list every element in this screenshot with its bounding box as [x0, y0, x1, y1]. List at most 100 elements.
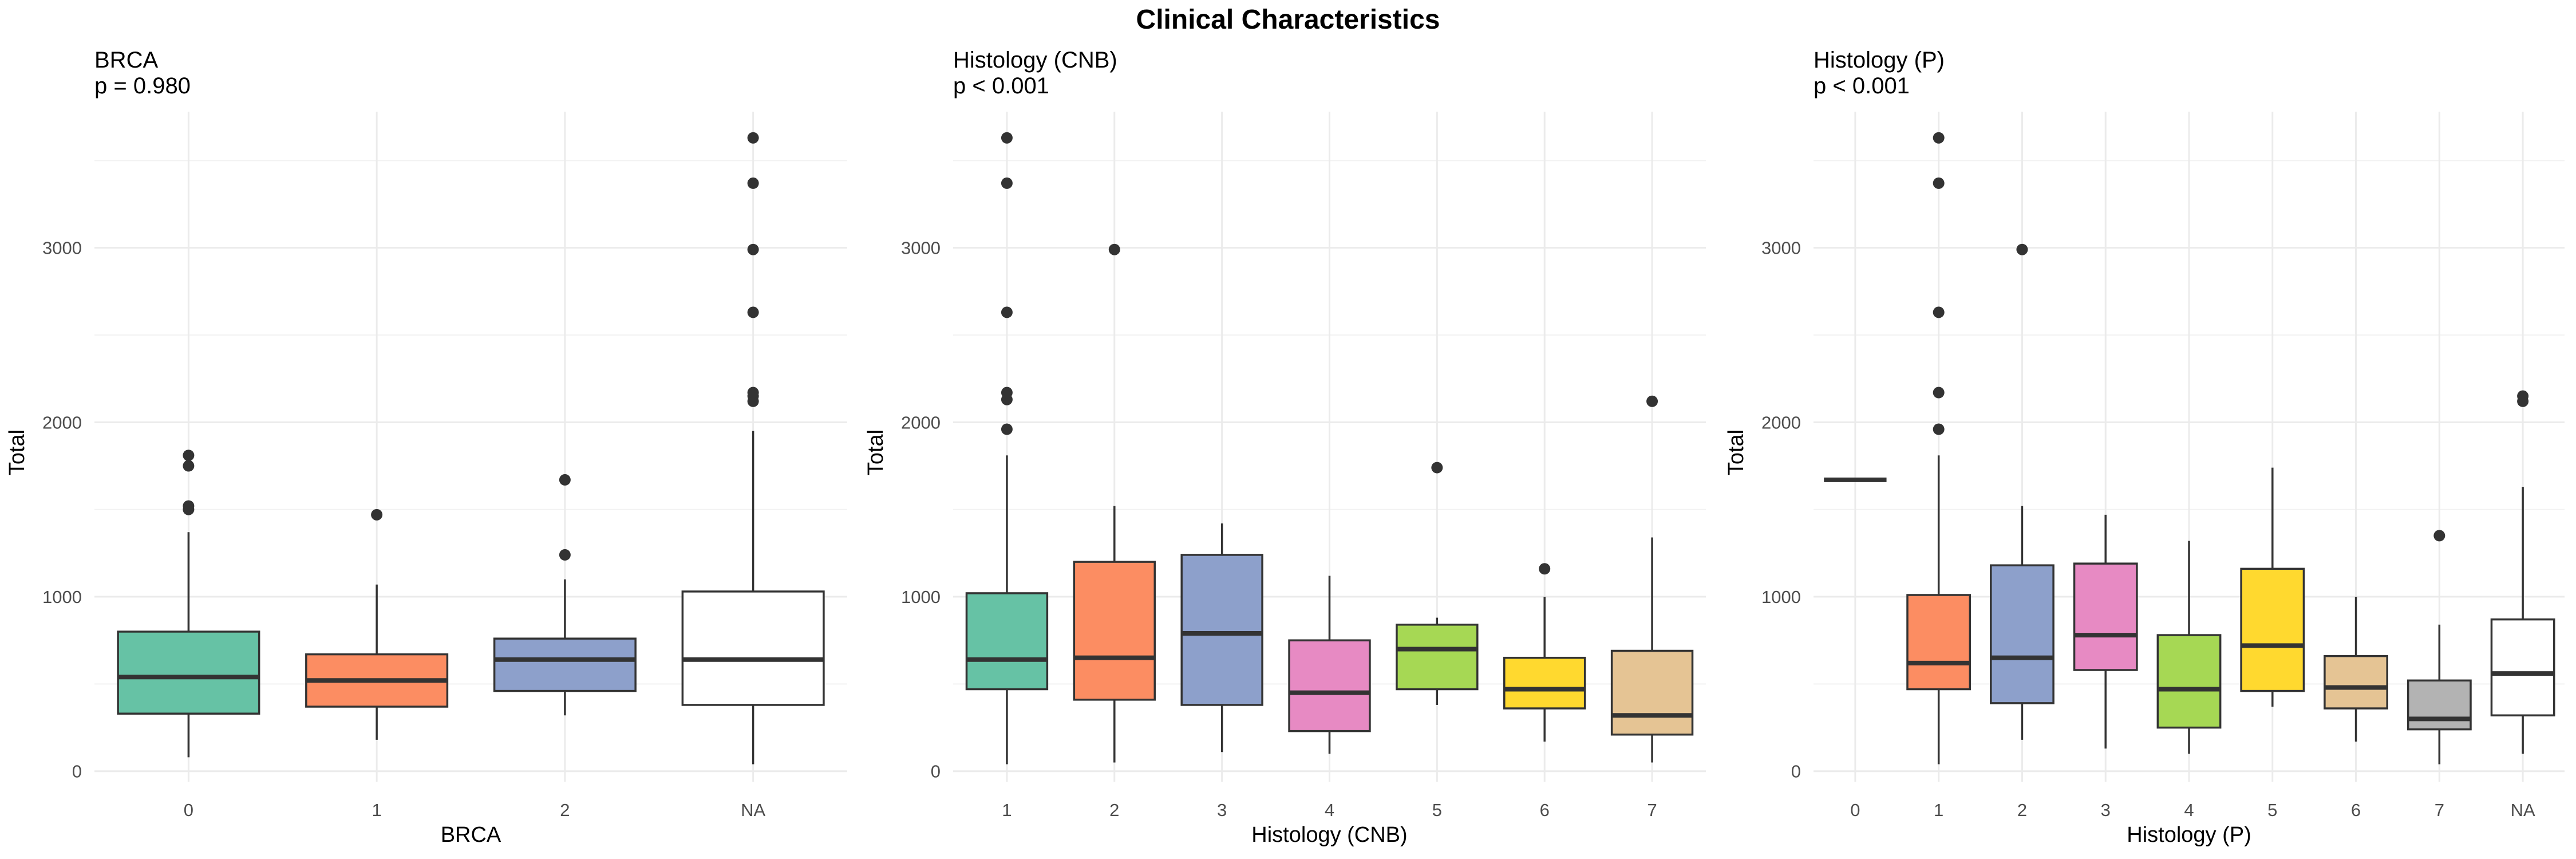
- x-tick-label: 6: [2351, 800, 2361, 820]
- box-body: [1288, 639, 1371, 732]
- box-body: [1073, 561, 1156, 701]
- box-4: [1288, 576, 1371, 754]
- y-tick-label: 3000: [901, 238, 941, 258]
- box-body: [1396, 624, 1479, 691]
- x-tick-label: 0: [1850, 800, 1860, 820]
- panel-subtitle: p < 0.001: [1814, 73, 1910, 98]
- outlier-point: [1001, 132, 1013, 144]
- panel-subtitle: p = 0.980: [94, 73, 191, 98]
- box-1: [965, 132, 1049, 765]
- outlier-point: [559, 549, 571, 561]
- y-tick-label: 2000: [42, 412, 82, 432]
- panel-title: BRCA: [94, 48, 158, 73]
- x-tick-label: 5: [1432, 800, 1442, 820]
- outlier-point: [1933, 177, 1945, 189]
- box-2: [1073, 243, 1156, 763]
- y-tick-label: 1000: [901, 587, 941, 607]
- box-body: [2240, 568, 2305, 692]
- y-axis-title: Total: [864, 430, 888, 475]
- outlier-point: [747, 132, 759, 144]
- outlier-point: [1933, 423, 1945, 435]
- box-body: [2073, 562, 2138, 671]
- x-tick-label: 5: [2267, 800, 2277, 820]
- outlier-point: [747, 306, 759, 318]
- box-body: [493, 637, 637, 692]
- y-tick-label: 2000: [901, 412, 941, 432]
- outlier-point: [747, 177, 759, 189]
- box-body: [2407, 679, 2472, 731]
- box-7: [1610, 395, 1694, 763]
- box-body: [2324, 655, 2388, 710]
- x-tick-label: 2: [560, 800, 570, 820]
- outlier-point: [1431, 462, 1443, 474]
- outlier-point: [747, 243, 759, 255]
- box-1: [305, 509, 449, 740]
- outlier-point: [1933, 306, 1945, 318]
- y-tick-label: 2000: [1761, 412, 1801, 432]
- box-6: [1503, 563, 1586, 742]
- x-axis-title: BRCA: [441, 823, 501, 847]
- outlier-point: [1001, 177, 1013, 189]
- box-body: [2490, 618, 2555, 716]
- box-body: [681, 590, 825, 706]
- panel-2: Histology (CNB)p < 0.001 0 1000 2000 3000 1 2 3…: [864, 48, 1706, 847]
- box-3: [1180, 523, 1263, 752]
- outlier-point: [1933, 387, 1945, 399]
- box-5: [2240, 467, 2305, 707]
- outlier-point: [1646, 395, 1658, 407]
- outlier-point: [183, 460, 195, 472]
- x-tick-label: 1: [1002, 800, 1012, 820]
- y-tick-label: 0: [931, 762, 941, 782]
- box-body: [1990, 564, 2055, 704]
- panel-subtitle: p < 0.001: [953, 73, 1049, 98]
- outlier-point: [1001, 306, 1013, 318]
- y-tick-label: 0: [1791, 762, 1801, 782]
- box-3: [2073, 514, 2138, 749]
- y-axis-title: Total: [5, 430, 29, 475]
- x-tick-label: NA: [2511, 800, 2535, 820]
- panel-title: Histology (CNB): [953, 48, 1117, 73]
- x-tick-label: 4: [2184, 800, 2194, 820]
- x-tick-label: 3: [1217, 800, 1227, 820]
- box-body: [1503, 656, 1586, 710]
- box-body: [2156, 634, 2222, 729]
- box-0: [117, 450, 260, 758]
- box-7: [2407, 530, 2472, 765]
- box-2: [493, 474, 637, 716]
- y-tick-label: 3000: [1761, 238, 1801, 258]
- outlier-point: [2517, 390, 2529, 402]
- box-NA: [681, 132, 825, 765]
- outlier-point: [1539, 563, 1551, 575]
- x-tick-label: 4: [1325, 800, 1334, 820]
- outlier-point: [1001, 387, 1013, 399]
- box-5: [1396, 462, 1479, 705]
- box-NA: [2490, 390, 2555, 754]
- x-tick-label: 3: [2101, 800, 2111, 820]
- box-body: [1180, 554, 1263, 706]
- y-tick-label: 1000: [1761, 587, 1801, 607]
- box-2: [1990, 243, 2055, 740]
- y-tick-label: 1000: [42, 587, 82, 607]
- outlier-point: [2016, 243, 2028, 255]
- outlier-point: [183, 500, 195, 512]
- box-body: [117, 631, 260, 715]
- outlier-point: [371, 509, 383, 521]
- box-body: [1906, 594, 1971, 691]
- outlier-point: [2433, 530, 2445, 542]
- x-tick-label: 0: [184, 800, 193, 820]
- outlier-point: [1001, 423, 1013, 435]
- x-tick-label: 2: [2017, 800, 2027, 820]
- x-tick-label: NA: [741, 800, 765, 820]
- y-axis-title: Total: [1724, 430, 1748, 475]
- x-tick-label: 7: [1647, 800, 1657, 820]
- outlier-point: [183, 450, 195, 462]
- box-body: [965, 592, 1049, 691]
- y-tick-label: 3000: [42, 238, 82, 258]
- x-tick-label: 1: [1934, 800, 1943, 820]
- x-tick-label: 2: [1109, 800, 1119, 820]
